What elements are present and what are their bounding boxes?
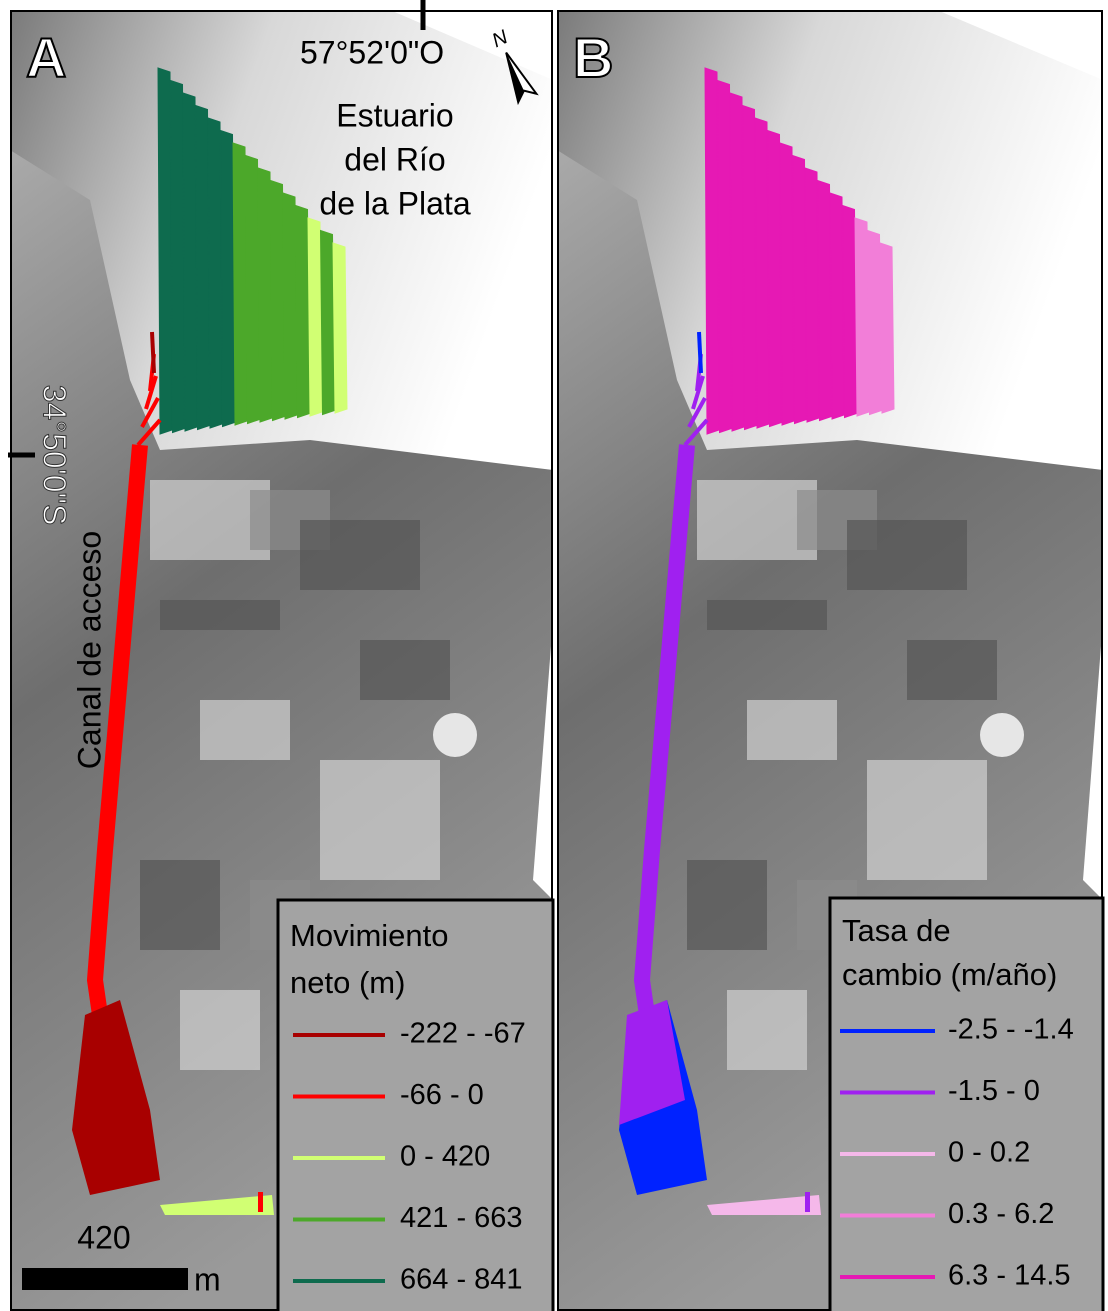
transect (855, 218, 869, 416)
transect (321, 231, 335, 415)
transect (221, 131, 235, 427)
transect (196, 106, 210, 430)
legend-label: 664 - 841 (400, 1264, 523, 1296)
field (707, 600, 827, 630)
transect (880, 243, 894, 413)
legend-title: Movimiento (290, 918, 449, 953)
field (180, 990, 260, 1070)
transect (308, 218, 322, 416)
field (727, 990, 807, 1070)
transect (152, 332, 154, 373)
estuary-line: Estuario (336, 97, 453, 133)
transect (755, 118, 769, 428)
transect (768, 131, 782, 427)
legend-label: 0 - 0.2 (948, 1137, 1030, 1169)
transect (793, 156, 807, 424)
scale-unit: m (194, 1261, 221, 1297)
legend-label: 0 - 420 (400, 1141, 490, 1173)
transect (818, 181, 832, 421)
transect (258, 168, 272, 422)
field (867, 760, 987, 880)
transect (246, 156, 260, 424)
transect (296, 206, 310, 418)
transect (718, 81, 732, 433)
glare (980, 713, 1024, 757)
transect (271, 181, 285, 421)
transect (699, 332, 701, 373)
spit-transect (805, 1192, 810, 1212)
transect (730, 93, 744, 431)
legend-title: neto (m) (290, 965, 405, 1000)
transect (743, 106, 757, 430)
longitude-label: 57°52'0"O (300, 34, 444, 70)
field (200, 700, 290, 760)
estuary-line: de la Plata (319, 185, 470, 221)
canal-label: Canal de acceso (71, 531, 107, 769)
legend-label: -66 - 0 (400, 1079, 484, 1111)
transect (283, 193, 297, 419)
field (300, 520, 420, 590)
legend-label: 6.3 - 14.5 (948, 1260, 1071, 1292)
transect (805, 168, 819, 422)
figure: A Movimiento neto (m) -222 - -67 -66 - 0 0 - … (0, 0, 1108, 1311)
field (907, 640, 997, 700)
legend-title: cambio (m/año) (842, 957, 1057, 992)
transect (233, 143, 247, 425)
legend-label: -222 - -67 (400, 1018, 526, 1050)
panel-label: A (26, 26, 66, 89)
transect (868, 231, 882, 415)
glare (433, 713, 477, 757)
transect (843, 206, 857, 418)
legend-label: -1.5 - 0 (948, 1075, 1040, 1107)
scale-distance: 420 (77, 1219, 130, 1255)
field (160, 600, 280, 630)
scale-bar (22, 1268, 188, 1290)
spit-transect (258, 1192, 263, 1212)
legend-label: -2.5 - -1.4 (948, 1014, 1074, 1046)
field (320, 760, 440, 880)
field (747, 700, 837, 760)
field (687, 860, 767, 950)
field (140, 860, 220, 950)
legend-label: 421 - 663 (400, 1202, 523, 1234)
legend-label: 0.3 - 6.2 (948, 1198, 1054, 1230)
transect (333, 243, 347, 413)
transect (780, 143, 794, 425)
legend-title: Tasa de (842, 913, 951, 948)
field (360, 640, 450, 700)
transect (158, 68, 172, 434)
transect (830, 193, 844, 419)
latitude-label: 34°50'0"S (37, 385, 73, 526)
estuary-line: del Río (344, 141, 445, 177)
transect (208, 118, 222, 428)
transect (171, 81, 185, 433)
field (847, 520, 967, 590)
panel-label: B (573, 26, 613, 89)
transect (705, 68, 719, 434)
transect (183, 93, 197, 431)
